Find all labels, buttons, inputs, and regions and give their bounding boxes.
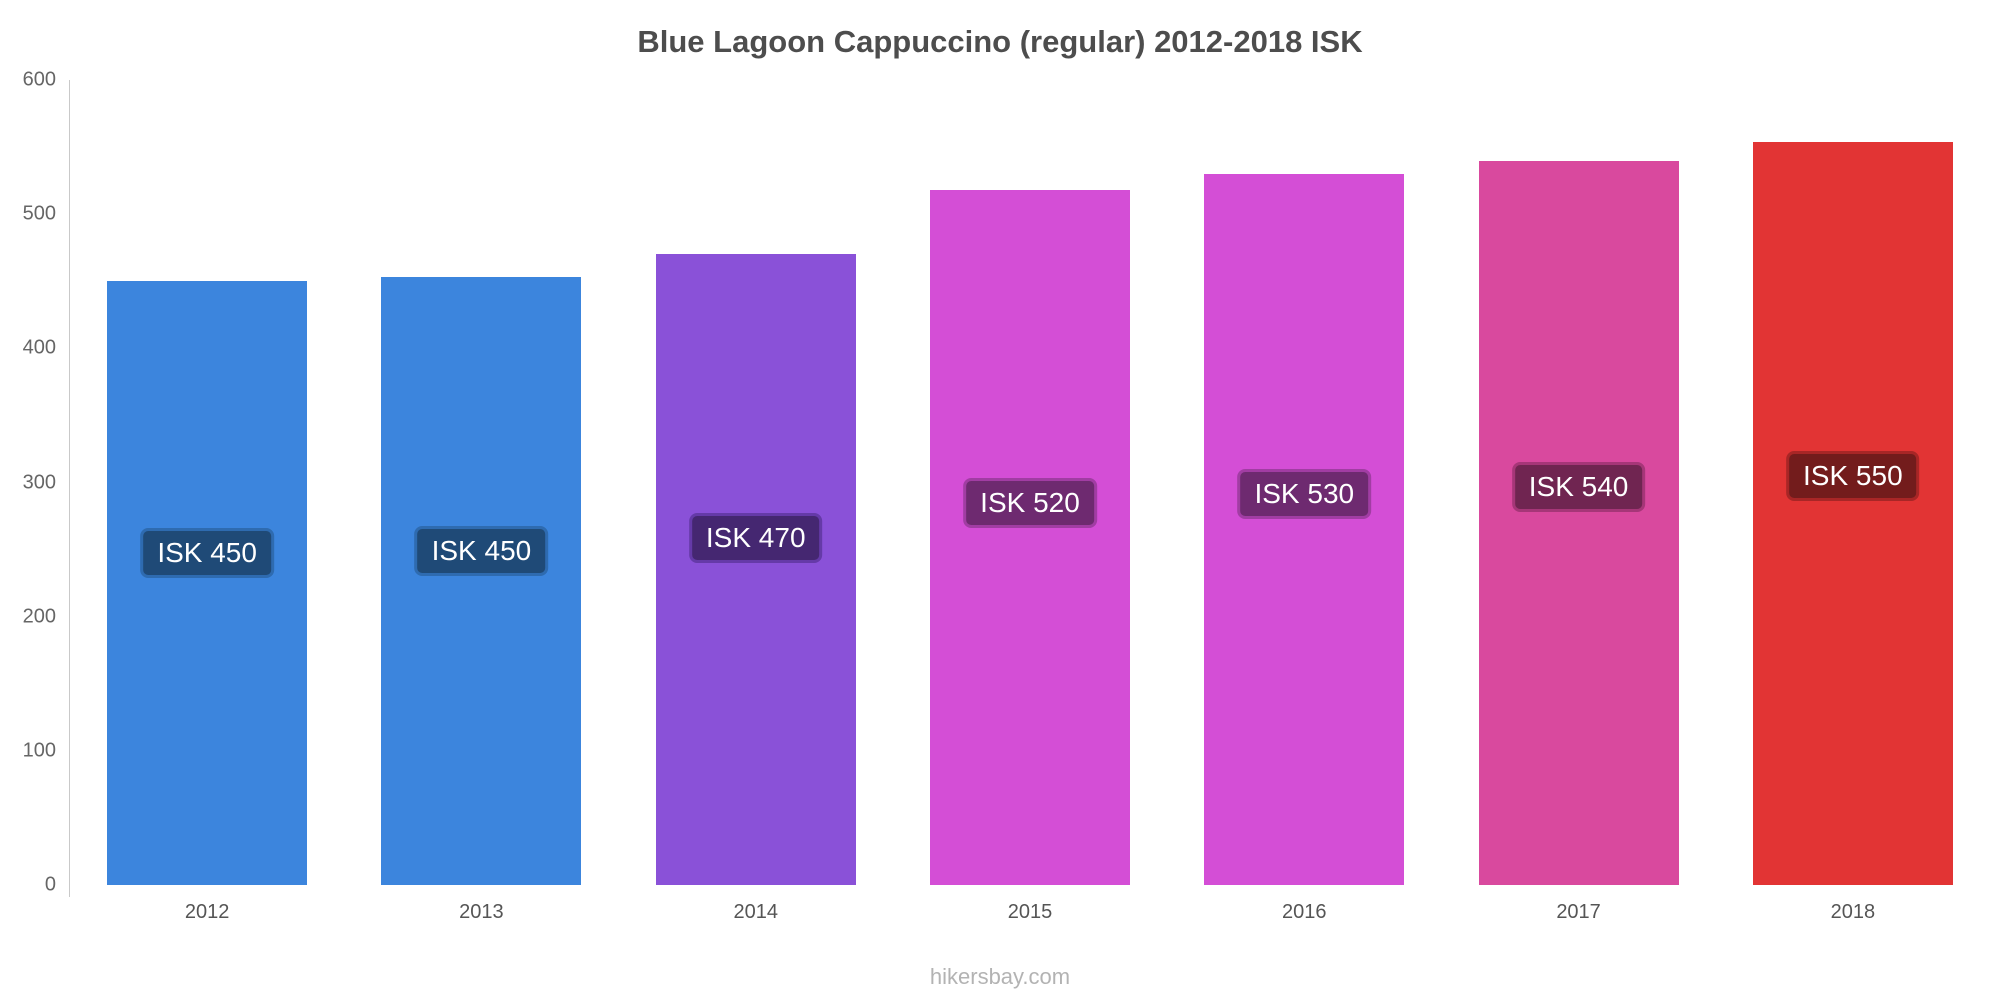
bar-2012: ISK 450 [107,281,308,885]
y-axis-tick-label: 0 [44,873,56,896]
bar-value-label: ISK 470 [688,513,823,564]
bar-2014: ISK 470 [655,254,856,885]
x-axis-tick-label: 2018 [1830,901,1876,923]
x-axis-tick-label: 2012 [184,901,230,923]
y-axis-tick-label: 300 [22,471,56,493]
y-axis-tick-label: 400 [22,336,56,359]
bar-slot-2014: ISK 470 2014 [619,80,893,923]
bar-value-label: ISK 450 [140,527,274,578]
bar-slot-2016: ISK 530 2016 [1167,80,1441,923]
x-axis-tick-label: 2016 [1282,901,1327,923]
bar-slot-2013: ISK 450 2013 [344,80,618,923]
bar-2016: ISK 530 [1204,173,1405,885]
bar-2018: ISK 550 [1752,141,1953,885]
bar-slot-2017: ISK 540 2017 [1441,80,1715,923]
x-axis-tick-label: 2013 [459,901,504,923]
bar-value-label: ISK 520 [963,477,1097,528]
bar-slot-2012: ISK 450 2012 [70,80,344,923]
bar-value-label: ISK 530 [1237,468,1372,519]
bar-2013: ISK 450 [381,277,582,885]
x-axis-tick-label: 2014 [733,901,778,923]
bar-slot-2015: ISK 520 2015 [893,80,1167,923]
bar-slot-2018: ISK 550 2018 [1716,80,1990,923]
y-axis-tick-label: 100 [22,739,56,762]
bar-2017: ISK 540 [1478,160,1679,885]
bar-value-label: ISK 550 [1786,451,1920,502]
bar-2015: ISK 520 [929,190,1130,885]
watermark-text: hikersbay.com [929,964,1071,989]
bar-value-label: ISK 450 [414,525,549,576]
y-axis-tick-label: 600 [22,68,56,91]
x-axis-tick-label: 2015 [1007,901,1053,923]
y-axis-tick-label: 500 [22,202,56,225]
x-axis-tick-label: 2017 [1556,901,1601,923]
chart-title: Blue Lagoon Cappuccino (regular) 2012-20… [637,24,1363,59]
plot-area: 0 100 200 300 400 500 600 ISK 450 2012 ISK 450 20… [23,69,1990,923]
y-axis-tick-label: 200 [22,605,56,628]
y-axis-line [69,80,70,897]
bar-value-label: ISK 540 [1511,461,1646,512]
